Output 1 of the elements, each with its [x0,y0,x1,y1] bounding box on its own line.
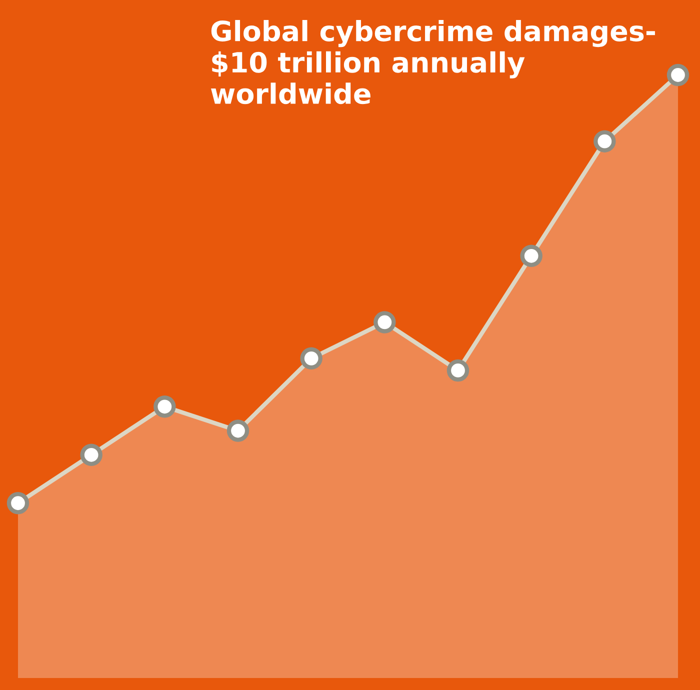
chart-title: Global cybercrime damages- $10 trillion annually worldwide [210,20,655,104]
